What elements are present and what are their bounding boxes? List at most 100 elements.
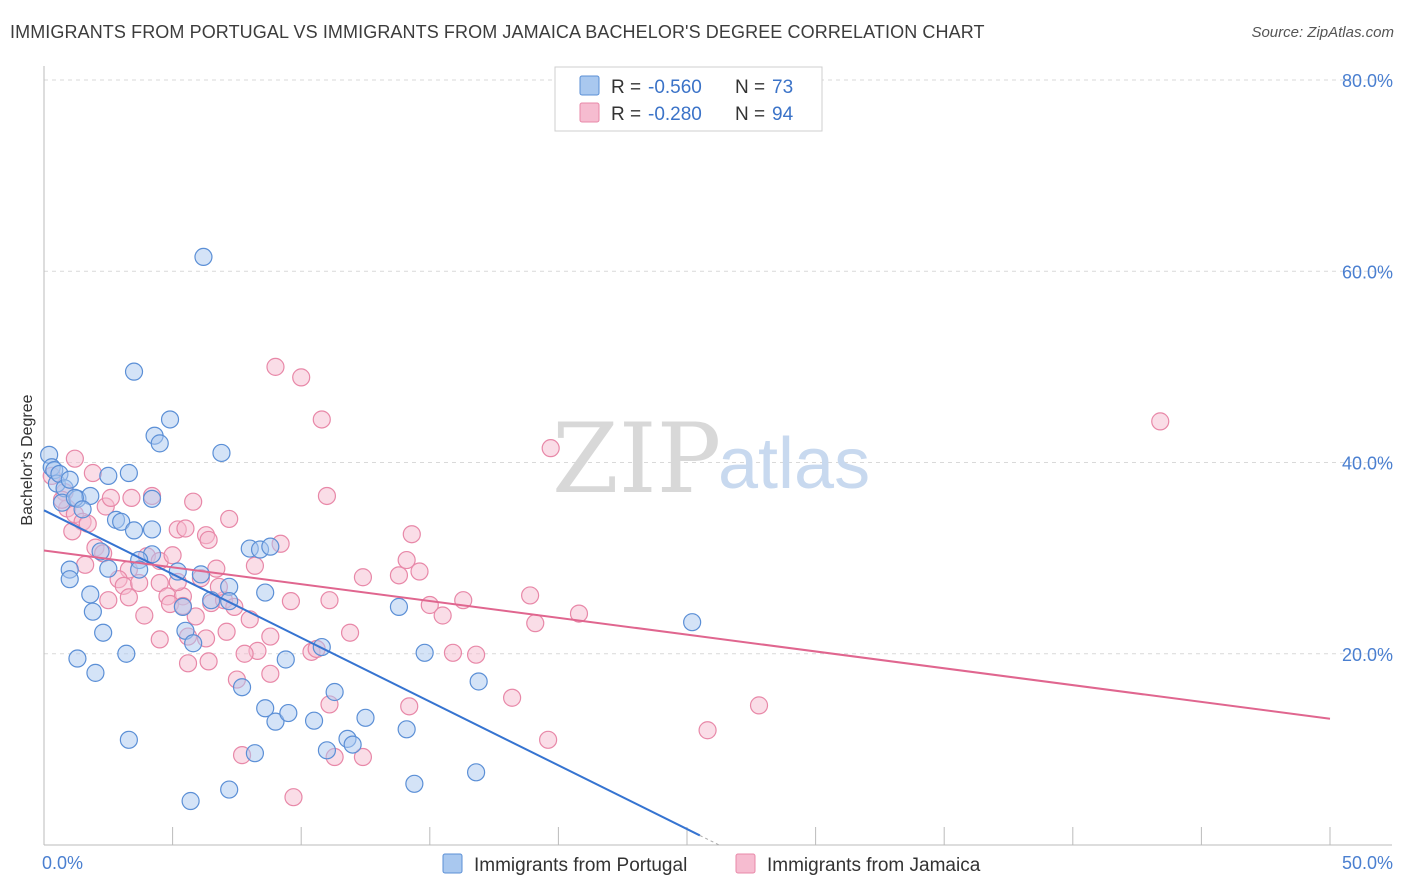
portugal-trend-extension	[699, 834, 721, 847]
legend-swatch-portugal	[579, 75, 600, 96]
portugal-point-68	[245, 744, 265, 763]
jamaica-point-24	[176, 519, 195, 538]
x-tick-labels: 0.0% 50.0%	[42, 853, 1393, 873]
jamaica-point-67	[466, 645, 486, 664]
portugal-point-45	[194, 247, 213, 267]
portugal-point-63	[397, 720, 416, 739]
jamaica-point-85	[284, 788, 303, 807]
jamaica-point-9	[83, 463, 102, 483]
portugal-point-34	[117, 644, 136, 663]
jamaica-point-58	[340, 623, 360, 642]
legend-n-value-portugal: 73	[772, 77, 793, 98]
portugal-point-17	[60, 570, 79, 589]
chart-title: IMMIGRANTS FROM PORTUGAL VS IMMIGRANTS F…	[10, 22, 985, 42]
jamaica-point-17	[220, 509, 239, 529]
portugal-point-26	[191, 565, 210, 584]
jamaica-point-8	[65, 449, 84, 468]
jamaica-point-65	[433, 606, 452, 625]
legend-r-label-portugal: R =	[611, 77, 641, 98]
portugal-point-69	[119, 730, 138, 749]
portugal-point-49	[256, 583, 275, 602]
jamaica-point-74	[312, 410, 331, 429]
source-credit: Source: ZipAtlas.com	[1251, 24, 1394, 41]
legend-swatch-jamaica	[579, 102, 600, 123]
watermark-zip: ZIP	[552, 403, 721, 515]
jamaica-point-76	[541, 439, 560, 458]
portugal-point-41	[160, 410, 180, 429]
jamaica-point-72	[266, 357, 285, 376]
jamaica-point-82	[353, 747, 373, 767]
portugal-point-27	[173, 597, 192, 616]
portugal-point-66	[466, 763, 486, 782]
bottom-legend-swatch-portugal	[442, 853, 463, 874]
jamaica-point-81	[749, 696, 769, 715]
portugal-point-24	[130, 560, 149, 579]
legend-n-label-jamaica: N =	[735, 104, 765, 125]
jamaica-point-77	[400, 697, 419, 716]
portugal-point-59	[356, 708, 375, 727]
portugal-point-20	[142, 520, 162, 539]
jamaica-point-56	[281, 592, 301, 611]
portugal-point-43	[142, 489, 162, 508]
portugal-point-18	[91, 542, 110, 561]
jamaica-point-41	[245, 556, 265, 575]
portugal-point-61	[343, 735, 362, 754]
jamaica-point-15	[184, 492, 203, 511]
portugal-point-12	[99, 466, 118, 485]
jamaica-point-32	[150, 573, 169, 593]
jamaica-point-61	[397, 550, 416, 570]
jamaica-point-11	[101, 488, 120, 507]
jamaica-point-51	[199, 652, 218, 671]
jamaica-point-80	[698, 721, 717, 740]
portugal-point-65	[469, 672, 488, 691]
jamaica-point-45	[235, 644, 254, 663]
jamaica-point-54	[261, 664, 280, 683]
portugal-point-64	[415, 643, 434, 662]
correlation-legend: R = -0.560 N = 73 R = -0.280 N = 94	[554, 66, 823, 132]
portugal-point-71	[181, 791, 200, 811]
legend-r-value-jamaica: -0.280	[648, 104, 702, 125]
portugal-point-7	[60, 470, 79, 489]
legend-r-label-jamaica: R =	[611, 104, 641, 125]
portugal-point-67	[405, 774, 424, 793]
jamaica-point-71	[569, 604, 589, 623]
legend-n-value-jamaica: 94	[772, 104, 794, 125]
portugal-point-57	[325, 682, 344, 702]
jamaica-point-43	[261, 627, 280, 646]
portugal-points	[40, 247, 702, 811]
legend-box	[554, 66, 823, 132]
jamaica-point-73	[292, 368, 311, 387]
portugal-point-32	[83, 602, 102, 621]
jamaica-point-62	[402, 525, 421, 544]
portugal-point-55	[279, 703, 298, 723]
legend-n-label-portugal: N =	[735, 77, 765, 98]
jamaica-point-70	[526, 614, 545, 633]
jamaica-point-27	[76, 555, 95, 574]
jamaica-point-90	[186, 607, 205, 626]
portugal-point-62	[389, 597, 409, 616]
x-tick-label-1: 50.0%	[1342, 853, 1393, 873]
portugal-trend-line	[43, 509, 701, 837]
jamaica-point-30	[119, 588, 138, 607]
series-legend: Immigrants from Portugal Immigrants from…	[442, 853, 981, 876]
x-tick-label-0: 0.0%	[42, 853, 83, 873]
jamaica-point-91	[99, 591, 118, 610]
y-tick-labels: 20.0% 40.0% 60.0% 80.0%	[1342, 71, 1393, 665]
jamaica-point-63	[410, 562, 429, 581]
portugal-point-70	[220, 780, 239, 799]
portugal-point-53	[256, 699, 275, 718]
portugal-point-54	[266, 712, 285, 731]
y-tick-label-1: 40.0%	[1342, 454, 1393, 474]
jamaica-point-87	[1151, 412, 1170, 431]
jamaica-point-60	[389, 566, 409, 585]
portugal-point-35	[68, 649, 87, 668]
jamaica-point-69	[521, 586, 540, 605]
portugal-point-60	[317, 741, 337, 760]
jamaica-point-52	[178, 654, 198, 673]
portugal-point-31	[81, 585, 100, 604]
portugal-point-19	[124, 521, 144, 540]
jamaica-point-57	[320, 591, 339, 610]
portugal-point-38	[184, 634, 203, 653]
portugal-point-50	[276, 650, 295, 669]
gridlines	[44, 79, 1392, 655]
